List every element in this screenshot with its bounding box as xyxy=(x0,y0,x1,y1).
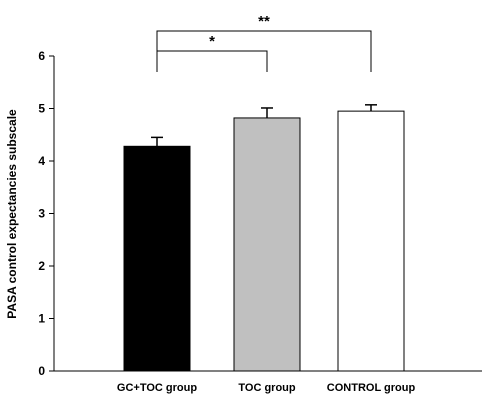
y-tick-label: 2 xyxy=(38,259,45,273)
significance-bracket xyxy=(156,50,268,72)
y-tick-label: 1 xyxy=(38,312,45,326)
y-tick-label: 0 xyxy=(38,364,45,378)
bar xyxy=(233,117,301,372)
x-tick-label: CONTROL group xyxy=(327,382,416,394)
bar xyxy=(337,110,405,372)
y-tick-label: 6 xyxy=(38,49,45,63)
y-tick-label: 5 xyxy=(38,102,45,116)
y-axis-title: PASA control expectancies subscale xyxy=(5,109,19,319)
significance-label: ** xyxy=(258,13,270,30)
significance-bracket xyxy=(156,30,372,72)
x-tick-label: TOC group xyxy=(238,382,296,394)
y-tick-label: 3 xyxy=(38,207,45,221)
significance-label: * xyxy=(209,33,215,50)
x-tick-label: GC+TOC group xyxy=(117,382,197,394)
plot-area: 0 1 2 3 4 5 6 GC+TOC group TOC group CONTROL grou… xyxy=(38,13,482,394)
y-tick-label: 4 xyxy=(38,154,45,168)
bar xyxy=(123,145,191,372)
